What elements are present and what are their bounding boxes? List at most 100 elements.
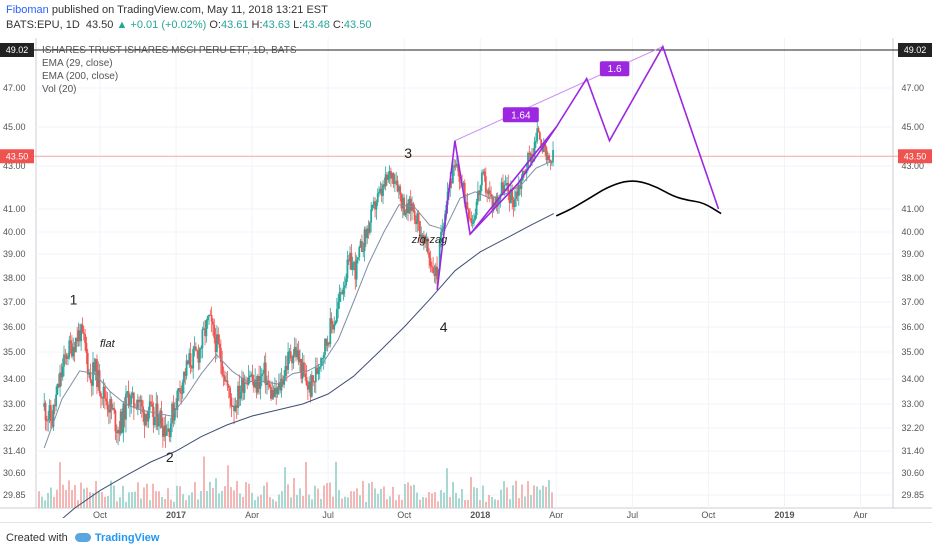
candle-body <box>161 427 164 437</box>
y-tick-label-left: 39.00 <box>3 249 26 259</box>
candle-body <box>205 320 208 337</box>
candle-body <box>424 235 427 244</box>
candle-body <box>285 365 288 370</box>
candle-body <box>94 359 97 372</box>
candle-body <box>192 349 195 369</box>
volume-bar <box>452 482 454 508</box>
wave-pattern-line <box>436 44 720 291</box>
candle-body <box>382 184 384 196</box>
legend-ema29[interactable]: EMA (29, close) <box>42 58 113 69</box>
candle-body <box>189 353 192 367</box>
volume-bar <box>371 481 373 508</box>
high-label: H: <box>251 19 263 31</box>
candle-body <box>209 314 212 316</box>
y-tick-label-left: 31.40 <box>3 446 26 456</box>
candle-body <box>451 167 454 184</box>
y-tick-label-right: 32.20 <box>901 423 924 433</box>
price-axis-panel[interactable] <box>893 38 932 518</box>
candle-body <box>242 377 245 393</box>
candle-body <box>552 150 554 162</box>
y-tick-label-right: 47.00 <box>901 83 924 93</box>
volume-bar <box>155 491 157 508</box>
candle-body <box>457 163 460 172</box>
candle-body <box>204 328 206 337</box>
candle-body <box>392 172 395 185</box>
volume-bar <box>71 489 73 508</box>
volume-bar <box>263 485 265 508</box>
candle-body <box>324 339 326 355</box>
volume-bar <box>353 491 355 508</box>
candle-body <box>89 372 92 381</box>
candle-body <box>313 381 316 383</box>
volume-bar <box>137 482 139 508</box>
candle-body <box>181 382 184 394</box>
fib-ratio-badge <box>502 107 539 123</box>
candle-body <box>353 261 355 263</box>
candle-body <box>173 408 176 421</box>
wave-annotation: zig-zag <box>411 234 448 246</box>
volume-bar <box>308 494 310 508</box>
candle-body <box>535 140 537 143</box>
candle-body <box>372 201 375 206</box>
candle-body <box>245 382 247 384</box>
candle-body <box>258 376 260 389</box>
candle-body <box>296 350 299 358</box>
y-tick-label-left: 34.00 <box>3 374 26 384</box>
candle-body <box>512 199 515 207</box>
candle-body <box>196 350 199 352</box>
volume-bar <box>512 485 514 508</box>
volume-bar <box>152 483 154 508</box>
volume-bar <box>521 484 523 508</box>
candle-body <box>349 252 351 262</box>
candle-body <box>172 403 175 421</box>
volume-bar <box>341 498 343 508</box>
candle-body <box>234 405 237 412</box>
candle-body <box>98 370 101 393</box>
x-tick-label: Jul <box>322 510 334 518</box>
candle-body <box>130 395 133 404</box>
candle-body <box>504 184 507 186</box>
volume-bar <box>524 496 526 508</box>
candle-body <box>148 401 151 411</box>
candle-body <box>391 172 394 179</box>
candle-body <box>488 190 491 195</box>
candle-body <box>361 241 363 252</box>
y-tick-label-right: 45.00 <box>901 122 924 132</box>
tradingview-brand[interactable]: TradingView <box>94 532 160 544</box>
publish-line: Fiboman published on TradingView.com, Ma… <box>6 4 328 16</box>
candle-body <box>293 347 296 355</box>
candle-body <box>409 198 412 211</box>
candle-body <box>55 394 57 407</box>
volume-bar <box>266 482 268 508</box>
author-link[interactable]: Fiboman <box>6 4 49 16</box>
candle-body <box>163 425 166 437</box>
candle-body <box>208 314 210 317</box>
volume-bar <box>44 500 46 508</box>
y-tick-label-right: 39.00 <box>901 249 924 259</box>
candle-body <box>117 429 119 434</box>
candle-body <box>363 229 366 252</box>
chart-area[interactable]: 29.85 29.85 30.60 30.60 31.40 31.40 32.20 32.20… <box>0 38 932 518</box>
candle-body <box>64 354 67 356</box>
candle-body <box>272 390 275 397</box>
ema-200-line <box>62 213 555 518</box>
candle-body <box>101 397 104 399</box>
legend-volume[interactable]: Vol (20) <box>42 84 77 95</box>
volume-bar <box>509 499 511 508</box>
volume-bar <box>437 501 439 508</box>
candle-body <box>97 370 100 387</box>
x-tick-label: Oct <box>397 510 412 518</box>
candle-body <box>69 340 72 344</box>
wave-number-label: 2 <box>166 449 174 465</box>
volume-bar <box>92 492 94 508</box>
candle-body <box>44 403 47 421</box>
candle-body <box>366 228 369 239</box>
volume-bar <box>386 499 388 508</box>
volume-bar <box>515 480 517 508</box>
candle-body <box>289 351 292 359</box>
candle-body <box>288 351 291 353</box>
legend-ema200[interactable]: EMA (200, close) <box>42 71 119 82</box>
volume-bar <box>329 482 331 508</box>
price-chart[interactable]: 29.85 29.85 30.60 30.60 31.40 31.40 32.20 32.20… <box>0 38 932 518</box>
volume-bar <box>332 496 334 508</box>
